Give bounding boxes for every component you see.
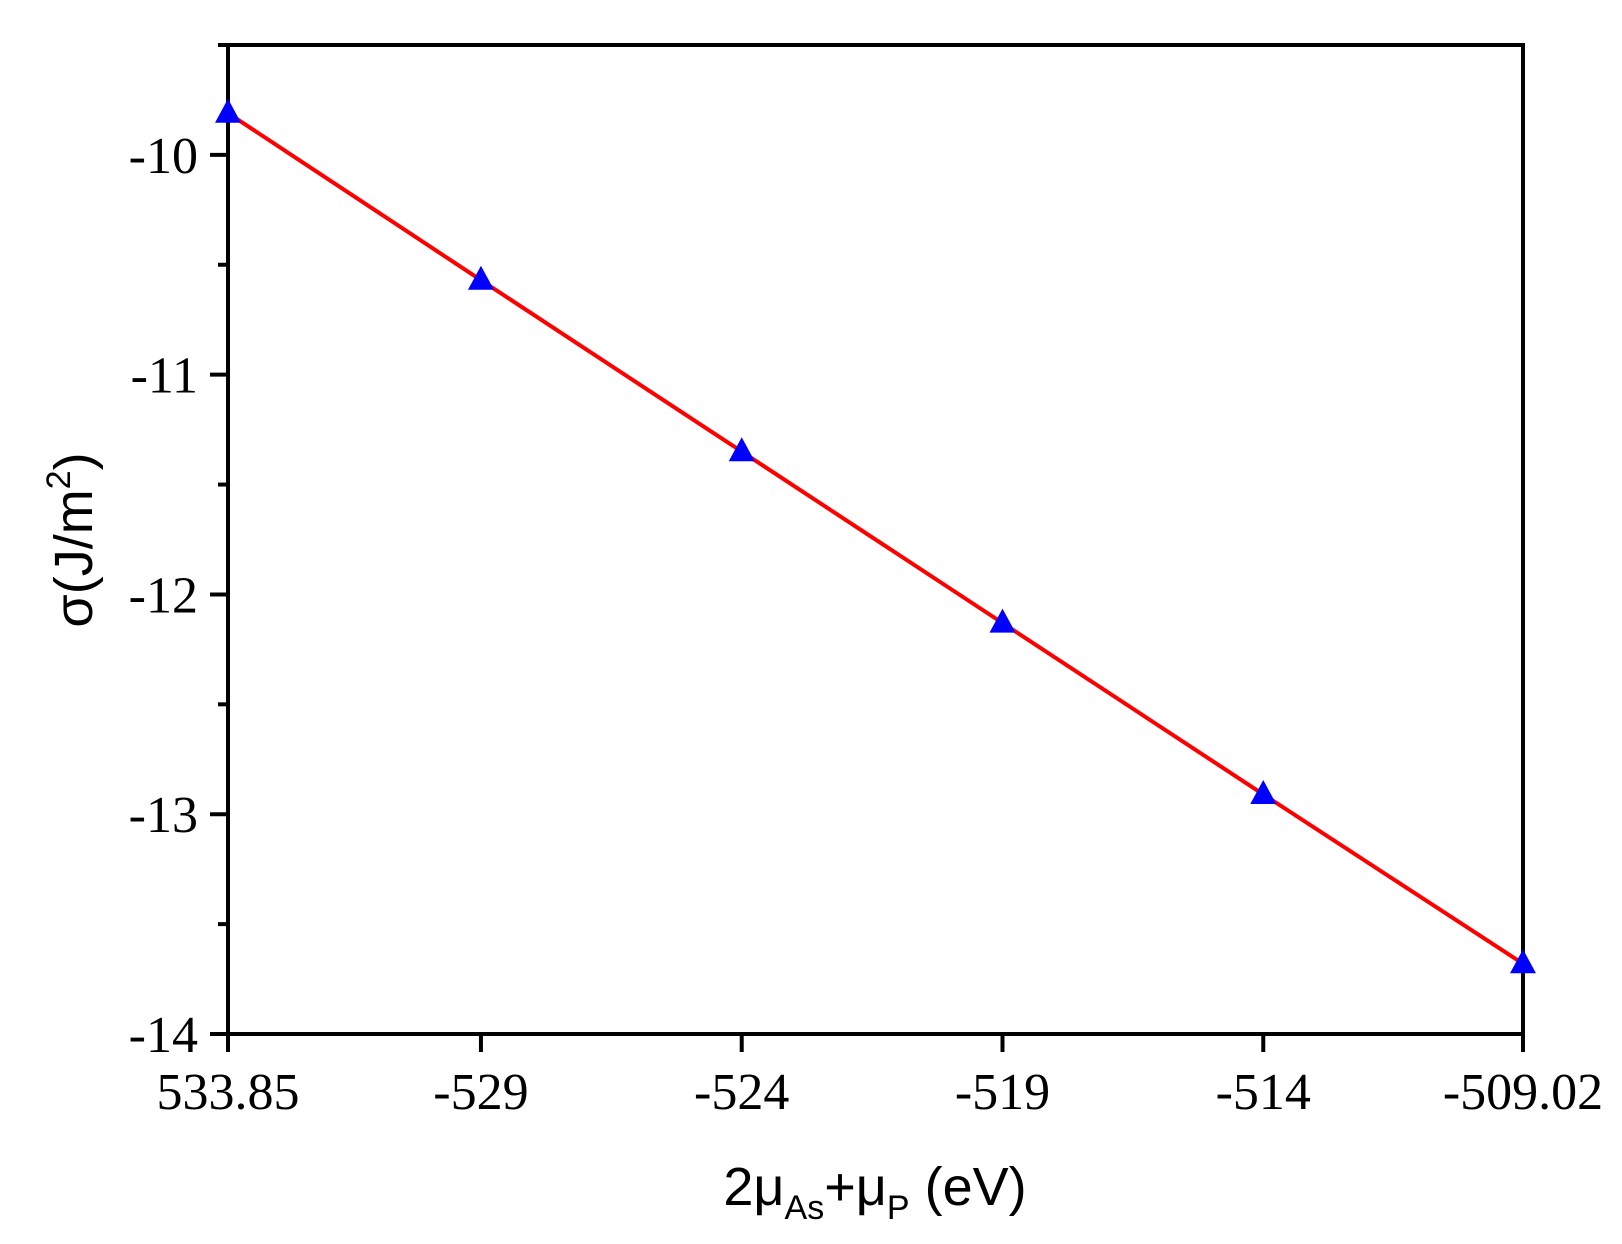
- x-axis: 533.85 -529 -524 -519 -514 -509.02: [157, 1034, 1603, 1121]
- x-axis-title-part: (eV): [910, 1157, 1027, 1217]
- y-tick-label: -10: [129, 128, 198, 185]
- x-axis-title-subscript: As: [785, 1189, 825, 1227]
- y-tick-label: -13: [129, 787, 198, 844]
- x-tick-label: -529: [433, 1064, 528, 1121]
- x-axis-title: 2μAs+μP (eV): [723, 1157, 1026, 1227]
- x-axis-title-subscript: P: [887, 1189, 910, 1227]
- y-axis-title-part: ): [44, 452, 104, 470]
- plot-frame: [226, 43, 1525, 1036]
- x-tick-label: 533.85: [157, 1064, 300, 1121]
- x-axis-title-part: 2μ: [723, 1157, 784, 1217]
- x-tick-label: -524: [694, 1064, 789, 1121]
- data-point: [1250, 780, 1277, 805]
- x-tick-label: -519: [955, 1064, 1050, 1121]
- x-axis-title-part: +μ: [824, 1157, 887, 1217]
- y-axis-title: σ(J/m2): [40, 452, 104, 627]
- data-point: [467, 265, 494, 290]
- plot-area: [215, 98, 1536, 974]
- y-tick-label: -11: [131, 348, 198, 405]
- data-point: [728, 437, 755, 462]
- y-tick-label: -12: [129, 567, 198, 624]
- y-axis: -10 -11 -12 -13 -14: [129, 43, 228, 1064]
- x-tick-label: -514: [1216, 1064, 1311, 1121]
- series-line: [226, 111, 1525, 966]
- y-axis-title-part: σ(J/m: [44, 489, 104, 627]
- data-point: [989, 608, 1016, 633]
- x-tick-label: -509.02: [1443, 1064, 1603, 1121]
- data-point: [215, 98, 241, 123]
- data-point: [1510, 949, 1536, 974]
- y-axis-title-superscript: 2: [40, 470, 78, 489]
- y-tick-label: -14: [129, 1007, 198, 1064]
